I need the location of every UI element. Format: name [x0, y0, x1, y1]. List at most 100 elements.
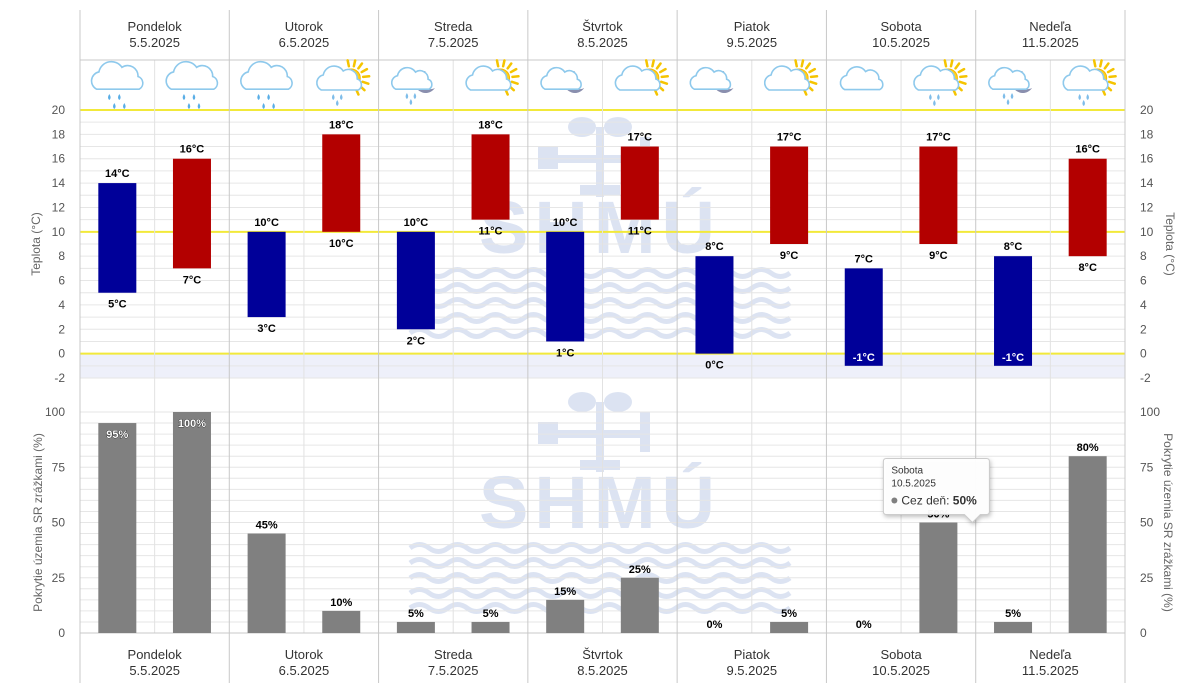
- precip-bar-night[interactable]: [396, 621, 435, 633]
- sun-ray: [1103, 62, 1110, 70]
- temp-bar-day[interactable]: [919, 146, 958, 244]
- temp-label-max: 10°C: [404, 217, 429, 229]
- temp-label-min: 9°C: [929, 250, 948, 262]
- precip-bar-day[interactable]: [1068, 456, 1107, 633]
- precip-bar-night[interactable]: [546, 599, 585, 633]
- temp-bar-day[interactable]: [1068, 158, 1107, 257]
- sun-ray: [809, 75, 819, 79]
- temp-bar-night[interactable]: [98, 183, 137, 293]
- sun-ray: [352, 59, 357, 68]
- sun-ray: [794, 59, 798, 68]
- day-footer-date: 7.5.2025: [428, 663, 479, 678]
- temp-bar-day[interactable]: [172, 158, 211, 269]
- sun-cloud-rain-icon: [316, 59, 371, 106]
- day-footer-name: Sobota: [880, 647, 922, 662]
- precip-bar-night[interactable]: [247, 533, 286, 633]
- sun-cloud-icon: [465, 59, 520, 96]
- watermark-text: SHMÚ: [479, 186, 721, 269]
- cloud-shape: [988, 66, 1030, 90]
- tooltip-bullet: [891, 497, 898, 504]
- watermark-text: SHMÚ: [479, 461, 721, 544]
- temp-ytick-right: 20: [1140, 103, 1154, 117]
- precip-label: 15%: [554, 586, 576, 598]
- temp-ytick-left: 4: [58, 298, 65, 312]
- rain-drop: [113, 103, 116, 109]
- precip-bar-day[interactable]: [919, 522, 958, 634]
- precip-bar-night[interactable]: [98, 423, 137, 633]
- temp-bar-night[interactable]: [546, 231, 585, 342]
- temp-bar-day[interactable]: [770, 146, 809, 244]
- temp-label-max: 18°C: [478, 119, 503, 131]
- temp-label-min: 2°C: [407, 335, 426, 347]
- sun-ray: [957, 67, 966, 74]
- temp-label-min: 5°C: [108, 299, 127, 311]
- sun-cloud-icon: [614, 59, 669, 96]
- temp-label-max: 16°C: [1075, 144, 1100, 156]
- day-header-name: Pondelok: [128, 19, 183, 34]
- precip-bar-day[interactable]: [172, 412, 211, 633]
- sun-ray: [357, 62, 364, 70]
- rain-drop: [409, 99, 413, 105]
- precip-ytick-right: 25: [1140, 571, 1154, 585]
- temp-bar-day[interactable]: [322, 134, 361, 232]
- precip-bar-night[interactable]: [994, 621, 1033, 633]
- sun-ray: [651, 59, 655, 68]
- rain-drop: [272, 103, 275, 109]
- day-footer-date: 9.5.2025: [726, 663, 777, 678]
- temp-bar-night[interactable]: [844, 268, 883, 366]
- temp-ytick-right: 12: [1140, 200, 1154, 214]
- precip-label: 5%: [781, 608, 797, 620]
- sun-ray: [805, 62, 812, 70]
- cloud-shape: [165, 60, 219, 90]
- sun-ray: [1092, 59, 1097, 68]
- sun-ray: [511, 75, 520, 79]
- temp-label-min: 11°C: [479, 226, 503, 238]
- cloud-shape: [390, 66, 433, 90]
- cloud-shape: [90, 60, 144, 90]
- sun-ray: [959, 75, 968, 79]
- tooltip-line: Cez deň: 50%: [901, 494, 977, 508]
- temp-axis-title-right: Teplota (°C): [1163, 212, 1177, 276]
- sun-ray: [659, 80, 669, 85]
- sun-ray: [360, 67, 369, 74]
- rain-drop: [1086, 94, 1089, 100]
- rain-drop: [339, 94, 343, 100]
- rain-drop: [182, 94, 186, 100]
- tooltip-value: 50%: [953, 494, 977, 508]
- temp-ytick-left: 20: [52, 103, 66, 117]
- sun-ray: [510, 80, 519, 85]
- sun-cloud-rain-icon: [913, 59, 968, 106]
- temp-bar-day[interactable]: [620, 146, 659, 220]
- precip-bar-day[interactable]: [471, 621, 510, 633]
- temp-label-min: 3°C: [257, 323, 276, 335]
- precip-bar-day[interactable]: [620, 577, 659, 633]
- temp-ytick-left: 6: [58, 274, 65, 288]
- day-footer-date: 8.5.2025: [577, 663, 628, 678]
- sun-ray: [954, 62, 961, 70]
- precip-label: 0%: [856, 619, 872, 631]
- watermark-base: [580, 460, 620, 470]
- temp-bar-night[interactable]: [396, 231, 435, 330]
- moon-cloud-rain-icon: [988, 66, 1033, 105]
- precip-label: 0%: [707, 619, 723, 631]
- temp-ytick-right: 16: [1140, 152, 1154, 166]
- temp-label-max: 17°C: [926, 132, 951, 144]
- tooltip-date: 10.5.2025: [891, 479, 936, 490]
- watermark-bottom: SHMÚ: [408, 392, 792, 614]
- sun-ray: [361, 75, 371, 79]
- temp-bar-night[interactable]: [994, 256, 1033, 366]
- watermark-top: SHMÚ: [408, 117, 792, 339]
- temp-bar-day[interactable]: [471, 134, 510, 220]
- day-footer-name: Pondelok: [128, 647, 183, 662]
- temp-label-max: 7°C: [855, 253, 874, 265]
- rain-drop: [929, 94, 932, 100]
- rain-drop: [405, 93, 409, 99]
- precip-bar-day[interactable]: [322, 610, 361, 633]
- day-header-name: Utorok: [285, 19, 324, 34]
- temp-bar-night[interactable]: [247, 231, 286, 318]
- temp-bar-night[interactable]: [695, 256, 734, 354]
- temp-ytick-right: 4: [1140, 298, 1147, 312]
- temp-ytick-right: 0: [1140, 347, 1147, 361]
- precip-bar-day[interactable]: [770, 621, 809, 633]
- cloud-icon: [839, 66, 884, 91]
